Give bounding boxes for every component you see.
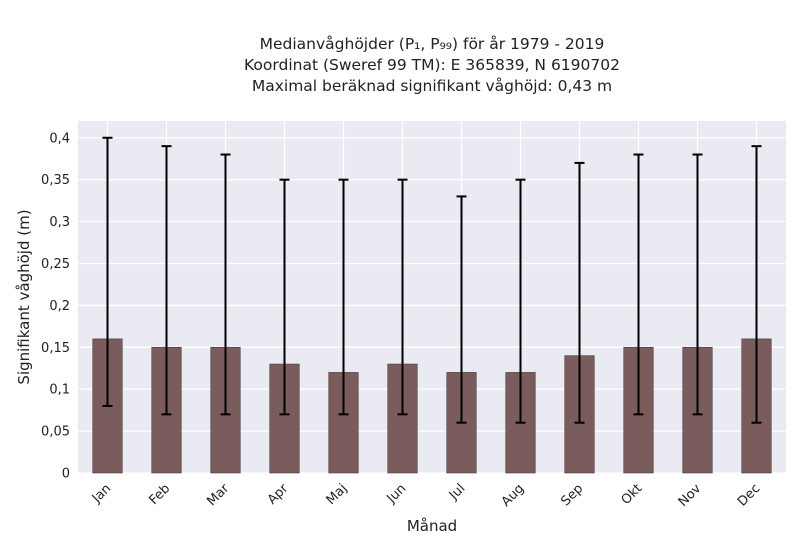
x-tick-label: Feb [146, 481, 173, 508]
error-bar-nov [692, 153, 703, 416]
y-axis-label: Signifikant våghöjd (m) [15, 209, 33, 384]
plot-area [78, 121, 786, 473]
y-tick-label: 0,3 [49, 215, 70, 230]
y-tick-labels: 0 0,05 0,1 0,15 0,2 0,25 0,3 0,35 0,4 [41, 131, 70, 481]
x-tick-label: Mar [204, 481, 232, 509]
x-tick-labels: Jan Feb Mar Apr Maj Jun Jul Aug Sep Okt Nov Dec [89, 481, 763, 510]
error-bar-mar [220, 153, 231, 416]
error-bar-jul [456, 195, 467, 424]
error-bar-aug [515, 178, 526, 424]
x-tick-label: Jul [446, 481, 468, 503]
x-tick-label: Aug [499, 481, 528, 510]
y-tick-label: 0 [62, 467, 70, 482]
x-axis-label: Månad [407, 517, 457, 535]
bars [92, 338, 772, 474]
error-bar-feb [161, 145, 172, 416]
error-bar-dec [751, 145, 762, 424]
error-bar-jun [397, 178, 408, 416]
chart-title: Medianvåghöjder (P₁, P₉₉) för år 1979 - … [132, 34, 732, 97]
chart-title-line-2: Koordinat (Sweref 99 TM): E 365839, N 61… [244, 56, 620, 74]
x-tick-label: Apr [265, 481, 292, 508]
x-tick-label: Jun [384, 481, 410, 507]
y-tick-label: 0,1 [49, 383, 70, 398]
y-tick-label: 0,05 [41, 425, 70, 440]
x-tick-label: Dec [735, 481, 763, 509]
y-gridlines [78, 137, 786, 474]
error-bar-sep [574, 161, 585, 424]
y-tick-label: 0,2 [49, 299, 70, 314]
x-tick-label: Maj [324, 481, 351, 508]
error-bar-okt [633, 153, 644, 416]
y-tick-label: 0,35 [41, 173, 70, 188]
y-tick-label: 0,25 [41, 257, 70, 272]
x-tick-label: Nov [676, 481, 705, 510]
y-tick-label: 0,4 [49, 131, 70, 146]
chart-title-line-3: Maximal beräknad signifikant våghöjd: 0,… [251, 77, 613, 95]
error-bars [102, 136, 762, 424]
chart-title-line-1: Medianvåghöjder (P₁, P₉₉) för år 1979 - … [259, 35, 605, 53]
error-bar-jan [102, 136, 113, 407]
x-tick-label: Okt [619, 481, 646, 508]
x-tick-label: Jan [89, 481, 114, 506]
y-tick-label: 0,15 [41, 341, 70, 356]
error-bar-apr [279, 178, 290, 416]
x-tick-label: Sep [558, 481, 586, 509]
error-bar-maj [338, 178, 349, 416]
